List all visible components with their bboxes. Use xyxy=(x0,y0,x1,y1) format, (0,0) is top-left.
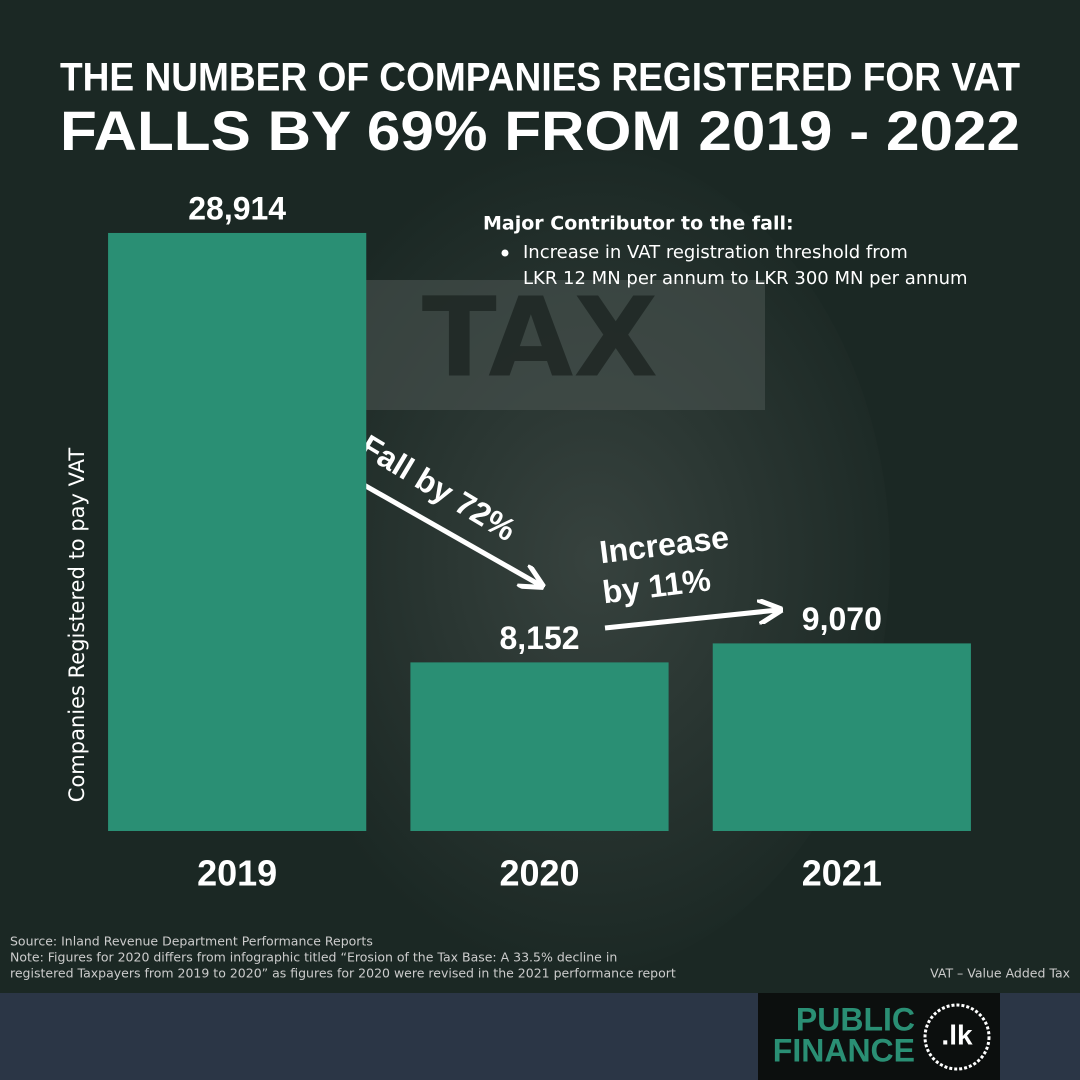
annotation-bullet: Increase in VAT registration threshold f… xyxy=(523,242,908,263)
annotation-heading: Major Contributor to the fall: xyxy=(483,213,794,235)
x-tick-label: 2020 xyxy=(499,853,579,894)
logo-text: PUBLIC xyxy=(796,1001,915,1037)
logo-badge xyxy=(923,1003,991,1071)
bullet xyxy=(501,249,509,257)
logo-text: .lk xyxy=(941,1019,973,1050)
note: Note: Figures for 2020 differs from info… xyxy=(10,950,617,965)
bar xyxy=(410,662,669,831)
y-axis-label: Companies Registered to pay VAT xyxy=(65,448,89,803)
data-label: 9,070 xyxy=(802,601,882,637)
logo-text: FINANCE xyxy=(773,1032,915,1068)
bar xyxy=(712,643,971,831)
x-tick-label: 2021 xyxy=(802,853,882,894)
abbreviation: VAT – Value Added Tax xyxy=(930,966,1070,981)
note: registered Taxpayers from 2019 to 2020” … xyxy=(10,966,676,981)
chart-subtitle: FALLS BY 69% FROM 2019 - 2022 xyxy=(60,99,1020,162)
background-decoration: TAX xyxy=(422,273,658,401)
arrow xyxy=(604,610,778,631)
annotation-bullet: LKR 12 MN per annum to LKR 300 MN per an… xyxy=(523,268,968,289)
source: Source: Inland Revenue Department Perfor… xyxy=(10,934,373,949)
chart-title: THE NUMBER OF COMPANIES REGISTERED FOR V… xyxy=(60,56,1020,100)
data-label: 28,914 xyxy=(188,190,286,226)
logo-box xyxy=(758,993,1000,1080)
background-tax-bag xyxy=(365,280,765,410)
data-label: 8,152 xyxy=(499,620,579,656)
x-tick-label: 2019 xyxy=(197,853,277,894)
bar xyxy=(108,232,367,831)
